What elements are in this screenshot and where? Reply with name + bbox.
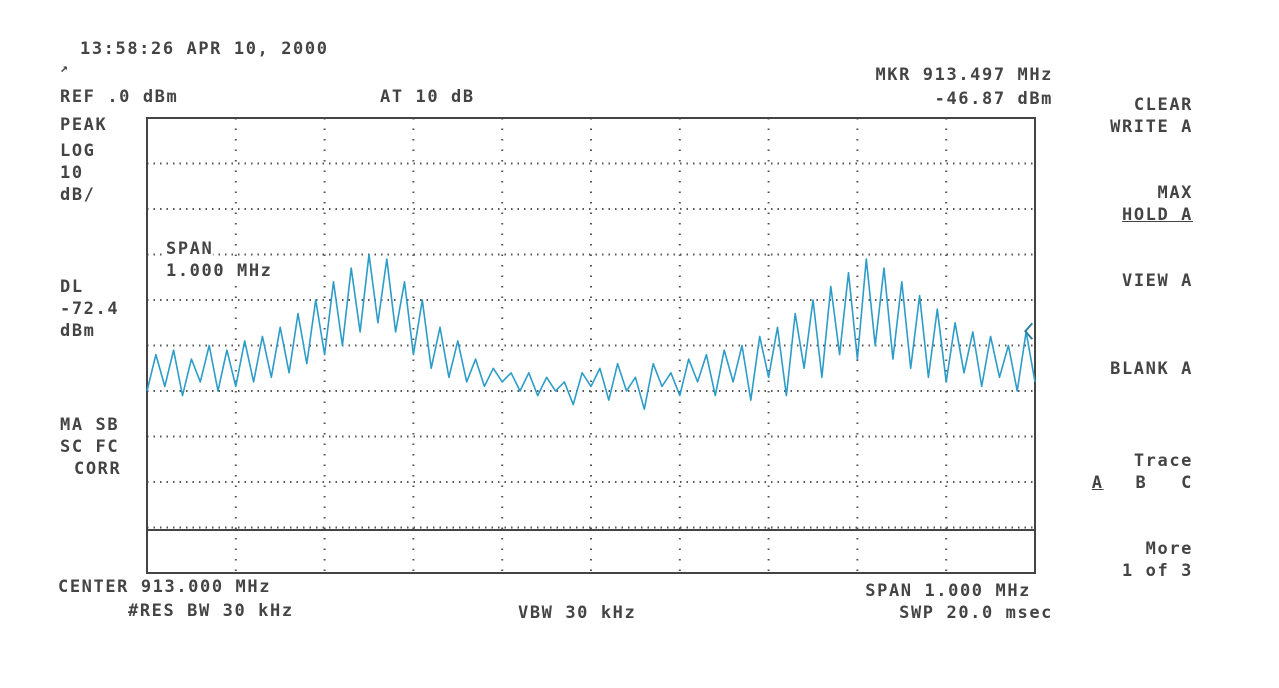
plot-grid bbox=[147, 118, 1035, 573]
status-flags-3: CORR bbox=[74, 459, 122, 479]
softkey-clear-write[interactable]: CLEAR WRITE A bbox=[1110, 94, 1193, 138]
scale-value: 10 bbox=[60, 163, 84, 183]
softkey-more-line2: 1 of 3 bbox=[1121, 561, 1193, 581]
reference-level: REF .0 dBm bbox=[60, 87, 179, 107]
trace-option-c[interactable]: C bbox=[1181, 473, 1193, 493]
softkey-clear-write-line1: CLEAR bbox=[1133, 95, 1193, 115]
detector-mode: PEAK bbox=[60, 115, 108, 135]
sweep-time: SWP 20.0 msec bbox=[899, 603, 1053, 623]
trace-option-b[interactable]: B bbox=[1135, 473, 1148, 493]
timestamp: 13:58:26 APR 10, 2000 bbox=[80, 39, 329, 59]
attenuation: AT 10 dB bbox=[380, 87, 475, 107]
marker-symbol bbox=[1024, 322, 1034, 340]
softkey-blank[interactable]: BLANK A bbox=[1110, 358, 1193, 380]
status-flags-1: MA SB bbox=[60, 415, 120, 435]
marker-frequency: MKR 913.497 MHz bbox=[875, 65, 1053, 85]
probe-icon: ↗ bbox=[60, 61, 70, 76]
span-value: 1.000 MHz bbox=[166, 260, 273, 282]
status-flags-2: SC FC bbox=[60, 437, 120, 457]
resolution-bandwidth: #RES BW 30 kHz bbox=[128, 601, 294, 621]
display-line-value: -72.4 bbox=[60, 299, 120, 319]
display-line-unit: dBm bbox=[60, 321, 96, 341]
softkey-trace-line1: Trace bbox=[1133, 451, 1193, 471]
softkey-view-label: VIEW A bbox=[1121, 271, 1193, 291]
display-line-label: DL bbox=[60, 277, 84, 297]
softkey-max-hold[interactable]: MAX HOLD A bbox=[1122, 182, 1193, 226]
softkey-trace[interactable]: Trace A B C bbox=[1092, 450, 1193, 494]
softkey-clear-write-line2: WRITE A bbox=[1110, 117, 1193, 137]
plot-frame bbox=[146, 117, 1036, 574]
softkey-max-hold-line1: MAX bbox=[1157, 183, 1193, 203]
softkey-trace-line2: A B C bbox=[1092, 472, 1193, 494]
trace-option-a[interactable]: A bbox=[1091, 473, 1104, 493]
softkey-max-hold-line2: HOLD A bbox=[1121, 205, 1193, 225]
scale-type: LOG bbox=[60, 141, 96, 161]
softkey-blank-label: BLANK A bbox=[1110, 359, 1193, 379]
softkey-view[interactable]: VIEW A bbox=[1122, 270, 1193, 292]
video-bandwidth: VBW 30 kHz bbox=[518, 603, 637, 623]
center-frequency: CENTER 913.000 MHz bbox=[58, 577, 272, 597]
softkey-more-line1: More bbox=[1145, 539, 1193, 559]
span-label: SPAN bbox=[166, 238, 214, 260]
spectrum-trace bbox=[146, 253, 1036, 411]
scale-unit: dB/ bbox=[60, 185, 96, 205]
marker-level: -46.87 dBm bbox=[934, 89, 1053, 109]
softkey-more[interactable]: More 1 of 3 bbox=[1122, 538, 1193, 582]
span-setting: SPAN 1.000 MHz bbox=[865, 581, 1031, 601]
